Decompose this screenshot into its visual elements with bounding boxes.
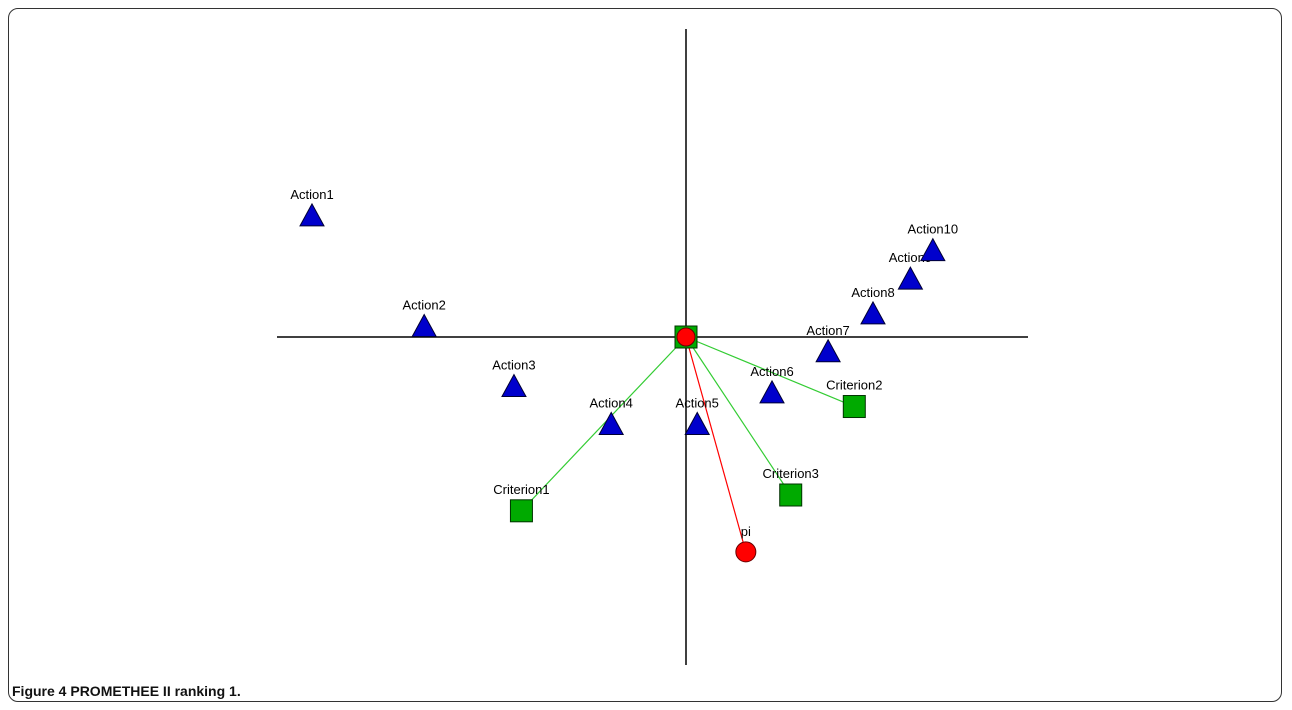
origin-circle-marker [676,327,696,347]
action-point-4 [598,411,625,435]
pi-label: pi [741,524,751,539]
action-label-5: Action5 [676,395,719,410]
action-label-9: Action9 [889,250,932,265]
action-label-10: Action10 [908,222,959,237]
pi-vector-line [685,336,747,553]
action-point-7 [815,338,841,363]
figure-caption-label: Figure 4 [12,683,67,699]
figure-caption-text: PROMETHEE II ranking 1. [70,683,241,699]
criterion-point-2 [842,395,866,419]
action-point-5 [684,411,711,435]
action-point-1 [299,202,325,227]
pi-point [735,541,757,563]
criterion-label-2: Criterion2 [826,378,882,393]
action-point-8 [860,300,886,325]
criterion-vector-line-2 [685,336,855,408]
figure-frame [8,8,1282,702]
action-label-8: Action8 [851,285,894,300]
criterion-point-3 [779,483,803,507]
criterion-label-3: Criterion3 [763,466,819,481]
criterion-vector-line-3 [685,336,792,496]
action-label-3: Action3 [492,358,535,373]
action-point-2 [411,313,438,338]
action-point-3 [501,373,527,398]
figure-caption: Figure 4 PROMETHEE II ranking 1. [12,683,241,699]
criterion-label-1: Criterion1 [493,482,549,497]
criterion-point-1 [509,499,533,523]
action-point-9 [897,266,924,290]
action-label-1: Action1 [290,187,333,202]
action-point-10 [919,237,946,262]
action-point-6 [759,379,785,404]
action-label-6: Action6 [750,364,793,379]
criterion-vector-line-1 [521,336,687,512]
action-label-7: Action7 [806,323,849,338]
action-label-4: Action4 [590,395,633,410]
action-label-2: Action2 [403,298,446,313]
